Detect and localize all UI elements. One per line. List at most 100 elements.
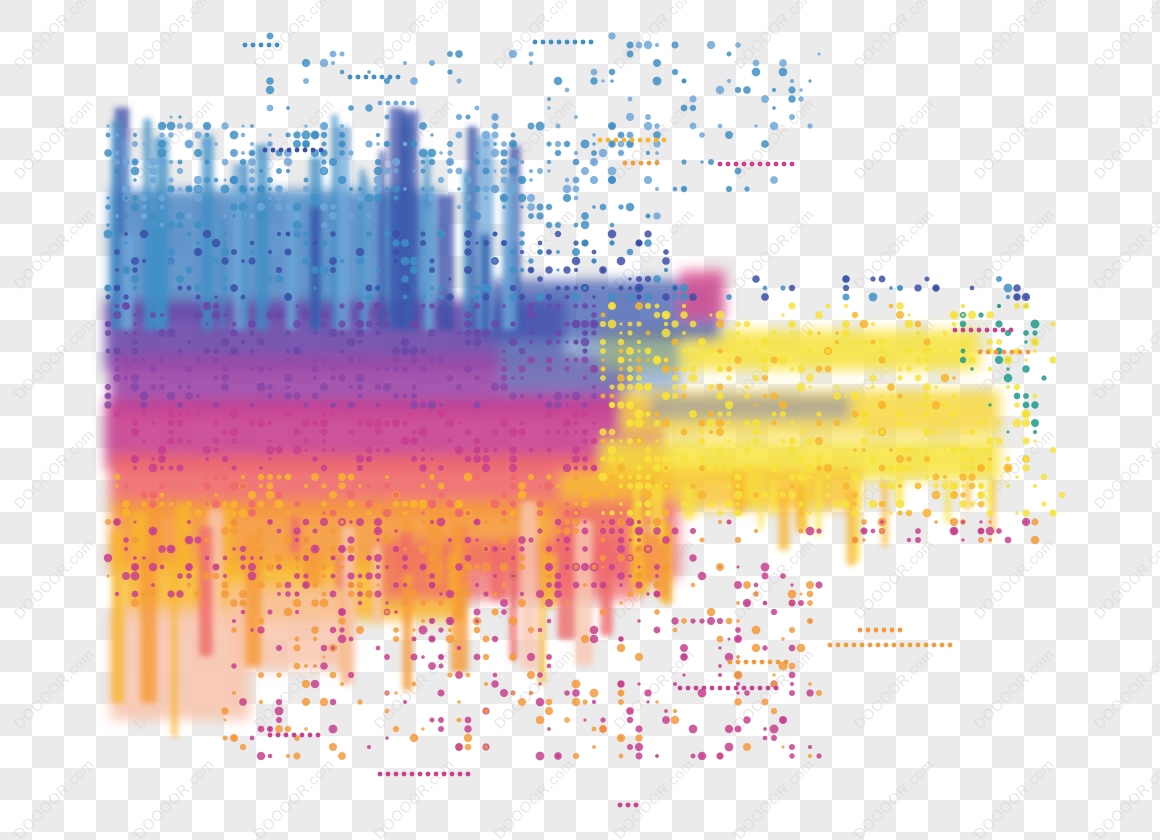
halftone-dot <box>501 609 507 615</box>
halftone-dot <box>781 637 785 641</box>
halftone-dot <box>315 732 321 738</box>
halftone-dot <box>536 500 544 508</box>
halftone-dot <box>304 727 308 731</box>
halftone-dot <box>637 241 641 245</box>
halftone-dot <box>482 185 490 193</box>
halftone-dot <box>312 240 318 246</box>
halftone-dot <box>428 572 436 580</box>
halftone-dot <box>474 564 480 570</box>
halftone-dot <box>241 259 245 263</box>
halftone-dot <box>445 634 455 644</box>
halftone-dot <box>373 526 383 536</box>
halftone-dot <box>592 133 596 137</box>
halftone-dot <box>690 582 696 588</box>
halftone-dot <box>1012 418 1022 428</box>
halftone-dot <box>788 743 796 751</box>
halftone-dot <box>338 608 346 616</box>
halftone-dot <box>574 430 578 434</box>
halftone-dot <box>347 401 355 409</box>
halftone-dot <box>527 311 535 319</box>
halftone-dot <box>528 213 534 219</box>
skyline-stroke <box>437 194 455 330</box>
halftone-dot <box>473 653 481 661</box>
halftone-dot <box>402 510 408 516</box>
halftone-dot <box>178 187 182 191</box>
halftone-dot <box>653 419 661 427</box>
halftone-dot <box>875 642 881 648</box>
halftone-dot <box>897 285 903 291</box>
halftone-dot <box>517 490 527 500</box>
halftone-dot <box>850 472 860 482</box>
halftone-dot <box>933 429 939 435</box>
halftone-dot <box>157 139 167 149</box>
halftone-dot <box>599 608 607 616</box>
halftone-dot <box>554 140 562 148</box>
halftone-dot <box>924 366 930 372</box>
halftone-dot <box>499 688 509 698</box>
halftone-dot <box>437 653 445 661</box>
halftone-dot <box>617 140 625 148</box>
halftone-dot <box>529 691 533 695</box>
halftone-dot <box>992 327 998 333</box>
halftone-dot <box>987 366 993 372</box>
halftone-dot <box>384 384 390 390</box>
halftone-dot <box>420 294 426 300</box>
halftone-dot <box>241 214 245 218</box>
halftone-dot <box>622 160 628 166</box>
halftone-dot <box>464 428 472 436</box>
halftone-dot <box>131 536 139 544</box>
halftone-dot <box>528 51 534 57</box>
halftone-dot <box>1049 446 1057 454</box>
halftone-dot <box>528 537 534 543</box>
halftone-dot <box>600 456 606 462</box>
halftone-dot <box>249 249 255 255</box>
halftone-dot <box>400 256 410 266</box>
halftone-dot <box>546 141 552 147</box>
halftone-dot <box>789 420 795 426</box>
halftone-dot <box>301 679 311 689</box>
halftone-dot <box>519 231 525 237</box>
halftone-dot <box>141 357 147 363</box>
halftone-dot <box>411 636 417 642</box>
halftone-dot <box>249 240 255 246</box>
halftone-dot <box>895 454 905 464</box>
halftone-dot <box>655 538 659 542</box>
halftone-dot <box>185 122 193 130</box>
halftone-dot <box>418 625 428 635</box>
halftone-dot <box>518 347 526 355</box>
halftone-dot <box>671 527 679 535</box>
halftone-dot <box>295 565 299 569</box>
halftone-dot <box>502 349 506 353</box>
halftone-dot <box>636 384 642 390</box>
halftone-dot <box>870 429 876 435</box>
halftone-dot <box>546 618 552 624</box>
halftone-dot <box>265 310 275 320</box>
halftone-dot <box>321 294 327 300</box>
halftone-dot <box>790 583 794 587</box>
halftone-dot <box>1033 349 1037 353</box>
halftone-dot <box>439 574 443 578</box>
halftone-dot <box>168 132 174 138</box>
halftone-dot <box>725 161 731 167</box>
halftone-dot <box>1009 349 1015 355</box>
halftone-dot <box>493 574 497 578</box>
halftone-dot <box>554 230 562 238</box>
halftone-dot <box>743 581 751 589</box>
halftone-dot <box>718 646 722 650</box>
halftone-dot <box>275 581 283 589</box>
halftone-dot <box>104 383 112 391</box>
halftone-dot <box>735 627 741 633</box>
halftone-dot <box>139 391 149 401</box>
halftone-dot <box>284 581 292 589</box>
halftone-dot <box>564 87 570 93</box>
halftone-dot <box>213 303 219 309</box>
halftone-dot <box>387 74 393 80</box>
halftone-dot <box>509 248 517 256</box>
halftone-dot <box>293 662 301 670</box>
halftone-dot <box>104 149 112 157</box>
halftone-dot <box>571 517 581 527</box>
halftone-dot <box>113 410 121 418</box>
halftone-dot <box>573 177 579 183</box>
halftone-dot <box>249 510 255 516</box>
halftone-dot <box>159 492 165 498</box>
